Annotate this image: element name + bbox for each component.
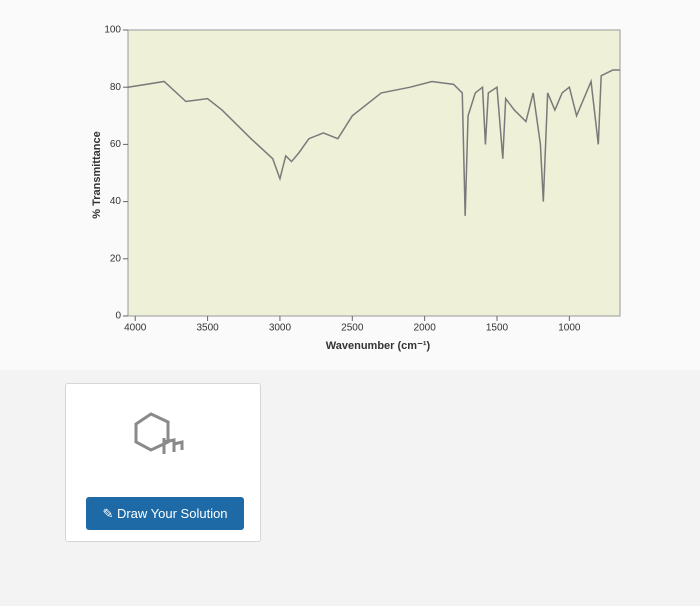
x-tick-label: 4000	[124, 323, 147, 334]
button-icon: ✎	[102, 506, 117, 521]
y-axis-label: % Transmittance	[91, 131, 103, 218]
y-tick-label: 20	[110, 253, 122, 264]
y-tick-label: 100	[104, 25, 121, 36]
x-tick-label: 3500	[196, 323, 219, 334]
solution-panel: ✎ Draw Your Solution	[65, 383, 261, 542]
y-tick-label: 80	[110, 82, 122, 93]
molecule-icon	[134, 412, 184, 454]
x-tick-label: 2500	[341, 323, 364, 334]
draw-solution-button[interactable]: ✎ Draw Your Solution	[86, 497, 244, 530]
y-tick-label: 0	[115, 311, 121, 322]
chart: % Transmittance Wavenumber (cm⁻¹) 0 20 40 6…	[90, 24, 621, 352]
x-tick-label: 1500	[486, 323, 509, 334]
x-tick-label: 3000	[269, 323, 292, 334]
y-tick-label: 40	[110, 196, 122, 207]
x-tick-label: 1000	[558, 323, 581, 334]
spectrum-line	[127, 69, 620, 216]
x-tick-label: 2000	[414, 323, 437, 334]
x-axis-label: Wavenumber (cm⁻¹)	[326, 340, 431, 352]
button-label: Draw Your Solution	[116, 506, 228, 521]
plot-area	[127, 29, 621, 317]
y-tick-label: 60	[110, 139, 122, 150]
